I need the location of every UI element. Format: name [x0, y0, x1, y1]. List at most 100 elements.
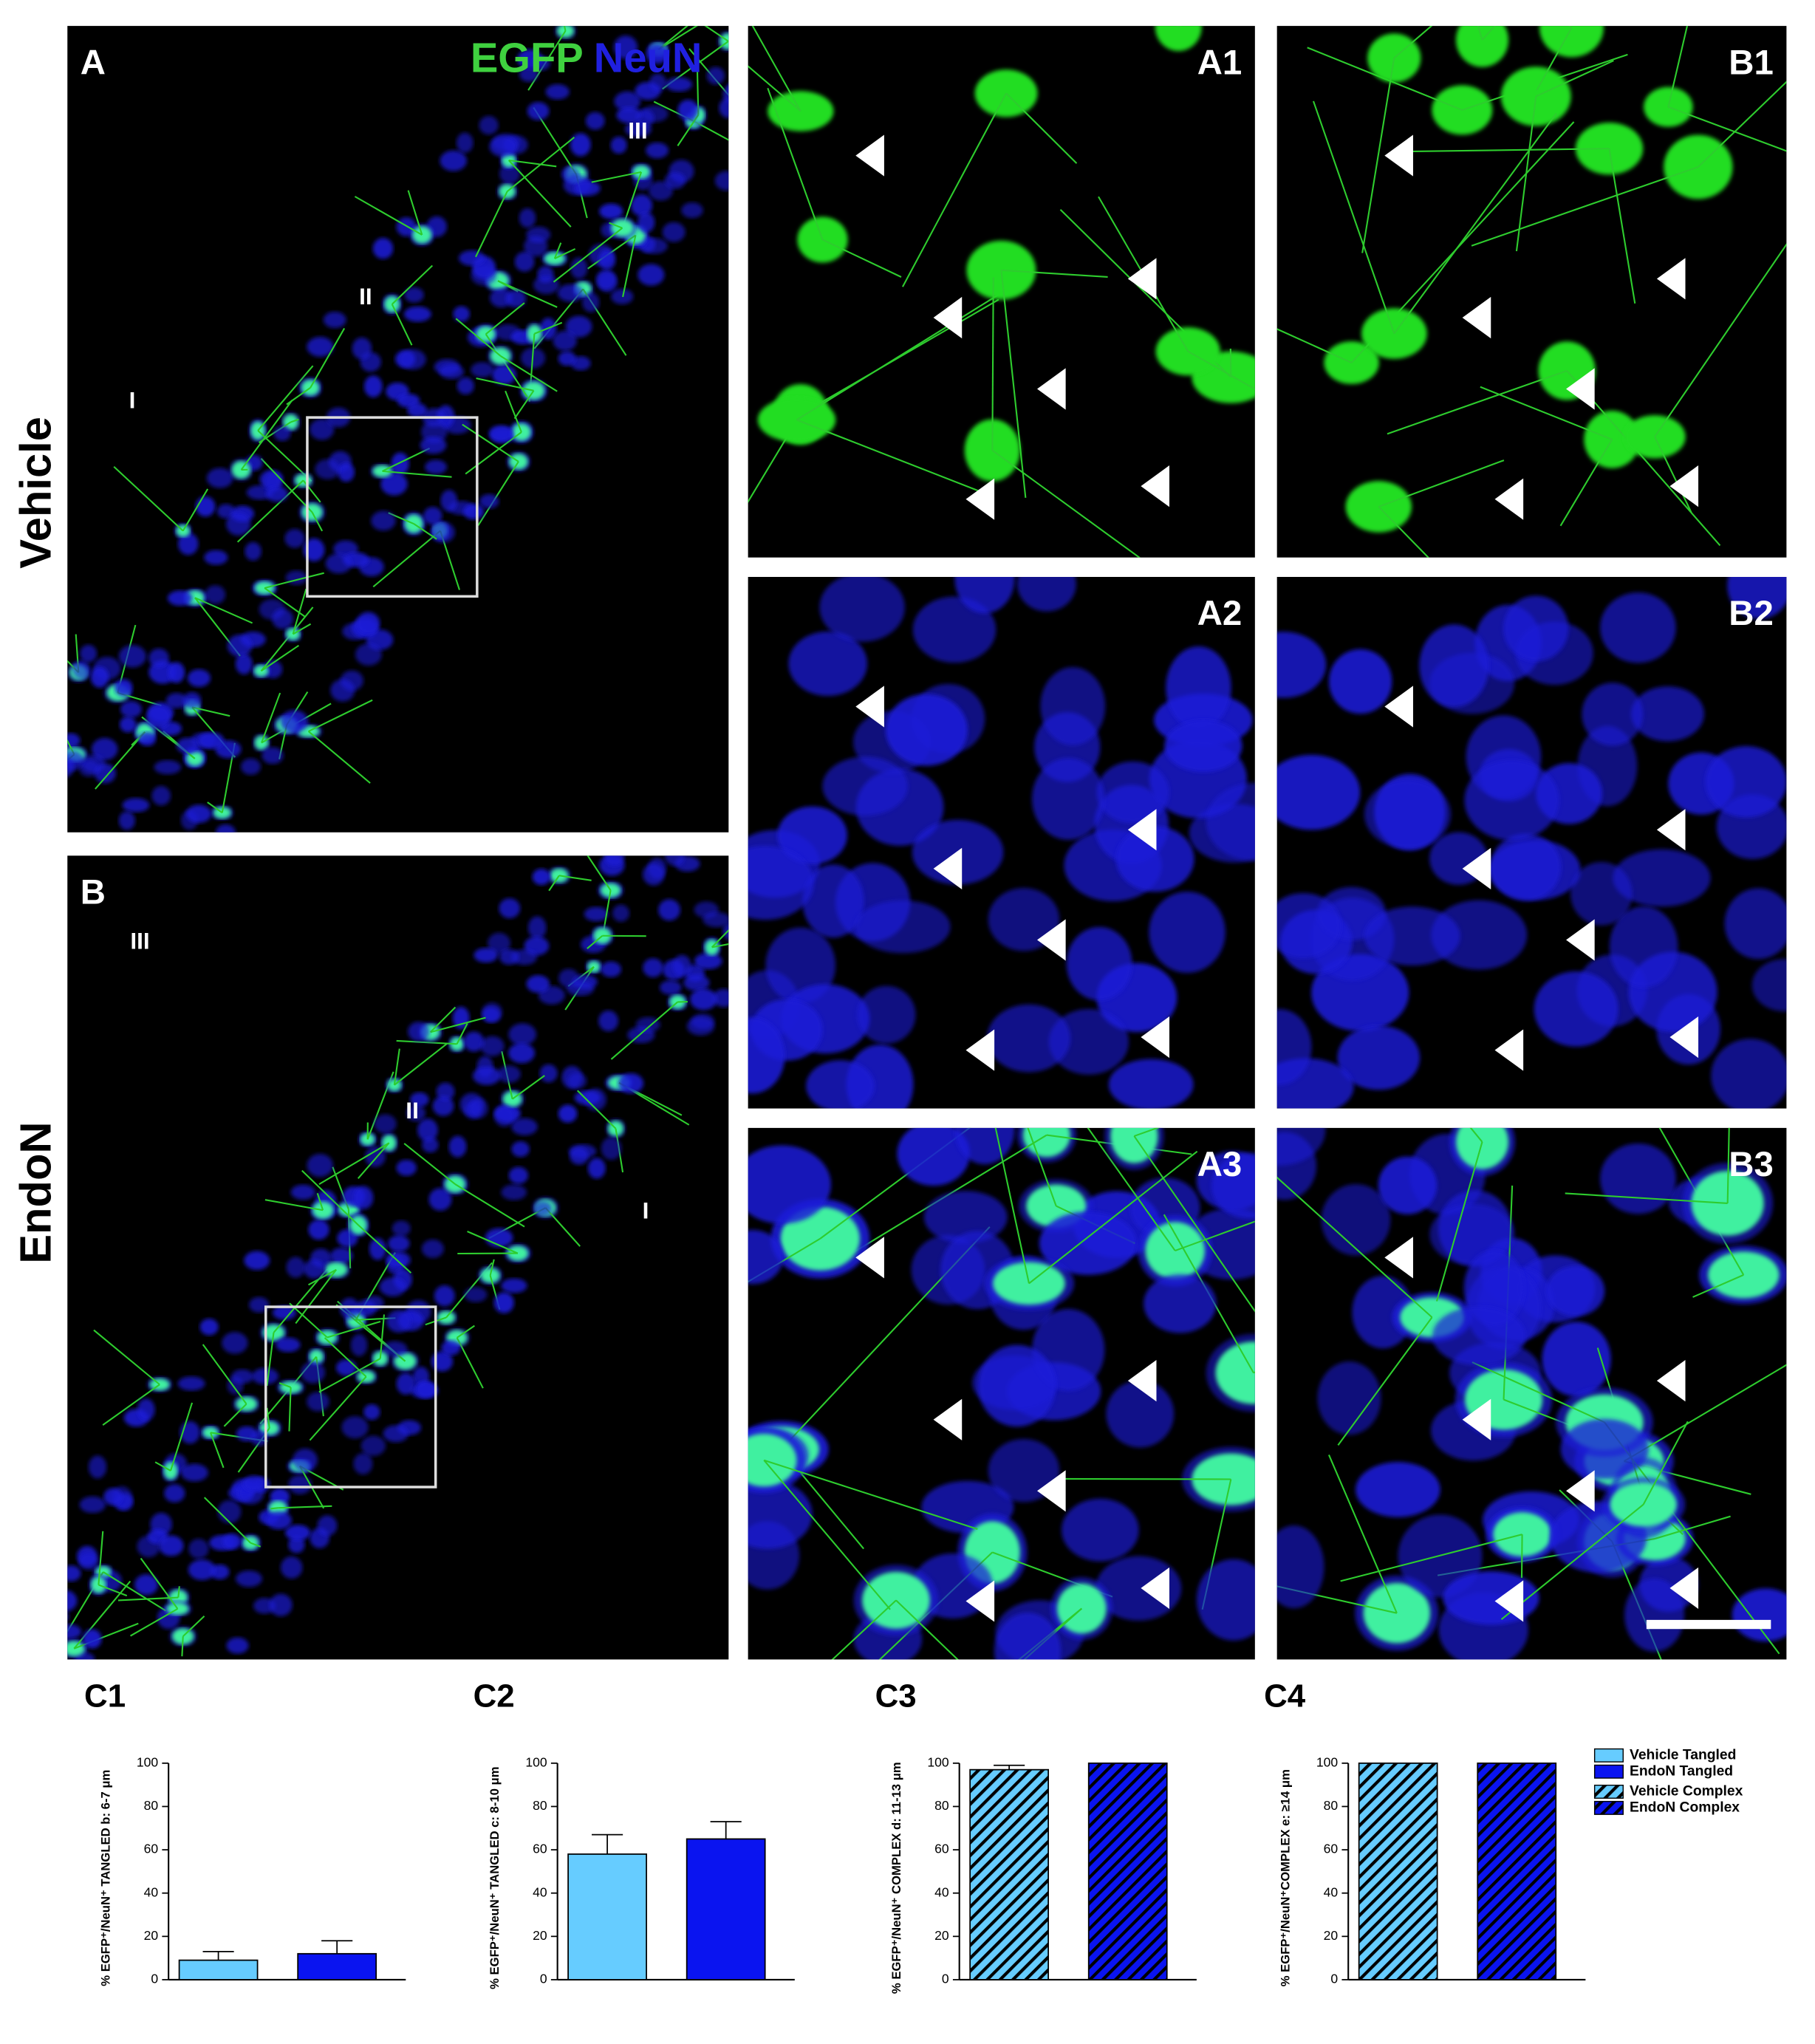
nucleus [118, 645, 146, 668]
egfp-cell [44, 726, 58, 741]
y-tick-label: 100 [927, 1754, 949, 1769]
nucleus [857, 985, 916, 1044]
nucleus [480, 1036, 505, 1056]
nucleus [748, 845, 814, 920]
nucleus [1378, 1156, 1438, 1214]
nucleus [1724, 888, 1787, 960]
neurite [1361, 58, 1395, 253]
neurite [324, 1337, 367, 1378]
nucleus [954, 1127, 1015, 1165]
nucleus [635, 1016, 660, 1033]
neurite [456, 1022, 468, 1045]
neurite [1340, 1534, 1522, 1582]
arrowhead [1127, 1360, 1157, 1402]
neurite [1087, 1127, 1176, 1251]
nucleus [365, 1296, 384, 1311]
nucleus [570, 257, 588, 279]
neurite [117, 1596, 179, 1602]
egfp-cell [7, 796, 21, 808]
panel-label: B3 [1729, 1145, 1774, 1184]
neurite [505, 390, 522, 433]
panel-label: B [81, 872, 106, 912]
panel-label: A2 [1197, 594, 1243, 633]
nucleus [1040, 667, 1106, 745]
y-tick-label: 40 [1324, 1884, 1339, 1899]
nucleus [206, 468, 233, 488]
neurite [991, 277, 994, 451]
nucleus [748, 1230, 784, 1285]
egfp-cell [1361, 308, 1427, 359]
nucleus [788, 631, 868, 697]
neurite [407, 190, 423, 236]
micrograph [7, 26, 729, 833]
neurite [1668, 106, 1787, 152]
layer-label: III [628, 117, 647, 143]
neurite [609, 222, 623, 229]
neurite [657, 26, 689, 50]
arrowhead [1037, 1470, 1066, 1512]
bar [1087, 1762, 1168, 1980]
nucleus [374, 1114, 397, 1134]
egfp-cell [202, 1426, 219, 1438]
nucleus [1542, 1322, 1611, 1397]
arrowhead [1384, 686, 1413, 728]
nucleus [422, 1137, 439, 1153]
nucleus [601, 961, 622, 977]
nucleus [262, 747, 284, 765]
neurite [182, 1615, 205, 1637]
nucleus [683, 974, 710, 991]
neurite [1378, 459, 1505, 507]
nucleus [923, 1191, 1008, 1244]
nucleus [570, 1146, 589, 1165]
y-tick-label: 100 [1316, 1754, 1339, 1769]
nucleus [508, 1023, 537, 1046]
nucleus [585, 112, 605, 130]
nucleus [1503, 595, 1569, 662]
neurite [278, 1382, 292, 1389]
nucleus [293, 1448, 318, 1472]
neurite [354, 196, 423, 236]
layer-label: I [643, 1197, 649, 1223]
nucleus [383, 1425, 409, 1443]
bar [567, 1853, 647, 1980]
nucleus [474, 948, 499, 963]
nucleus [79, 1496, 106, 1514]
nucleus [631, 194, 653, 216]
y-tick-label: 40 [533, 1884, 547, 1899]
neurite [24, 792, 45, 830]
nucleus [235, 653, 253, 674]
neurite [1565, 1192, 1728, 1204]
nucleus [17, 1556, 35, 1579]
nucleus [499, 948, 519, 965]
bar [297, 1952, 377, 1980]
nucleus [67, 756, 75, 777]
neurite [1400, 148, 1610, 153]
y-tick-label: 80 [1324, 1798, 1339, 1813]
nucleus [1276, 892, 1341, 959]
neurite [1654, 243, 1787, 437]
nucleus [819, 576, 905, 642]
layer-label: I [129, 386, 136, 413]
row-label: EndoN [10, 1122, 60, 1264]
nucleus [497, 1065, 521, 1083]
nucleus [382, 1341, 408, 1357]
nucleus [612, 904, 630, 922]
nucleus [231, 1369, 253, 1384]
nucleus [582, 293, 600, 312]
neurite [1176, 26, 1180, 28]
nucleus [1464, 759, 1559, 841]
nucleus [244, 1251, 270, 1271]
nucleus [42, 725, 59, 743]
nucleus [199, 1319, 219, 1336]
nucleus [641, 238, 668, 254]
arrowhead [933, 1398, 963, 1440]
nucleus [353, 1452, 373, 1475]
y-tick-label: 100 [137, 1754, 159, 1769]
nucleus [614, 91, 641, 112]
neurite [748, 65, 801, 112]
neurite [1477, 26, 1483, 41]
neurite [623, 171, 643, 225]
nucleus [677, 99, 699, 121]
neurite [506, 136, 575, 193]
chart-title: C2 [474, 1678, 515, 1715]
